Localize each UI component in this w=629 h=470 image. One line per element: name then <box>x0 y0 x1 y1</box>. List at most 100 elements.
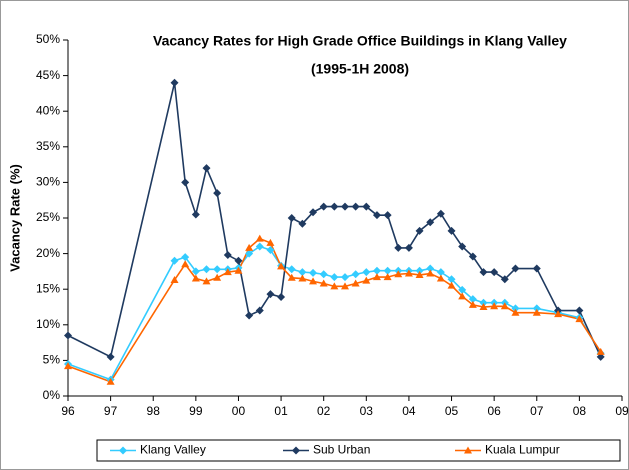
data-point <box>532 264 541 273</box>
data-point <box>298 219 307 228</box>
y-tick-label: 5% <box>43 353 61 367</box>
data-point <box>64 331 72 340</box>
chart-title: Vacancy Rates for High Grade Office Buil… <box>153 33 567 49</box>
legend-label: Klang Valley <box>140 443 206 457</box>
data-point <box>372 211 381 220</box>
chart-subtitle: (1995-1H 2008) <box>311 61 409 77</box>
data-point <box>191 274 200 282</box>
x-tick-label: 96 <box>61 404 75 418</box>
x-tick-label: 04 <box>402 404 416 418</box>
y-tick-label: 45% <box>36 68 60 82</box>
data-point <box>511 304 520 313</box>
data-point <box>287 265 296 274</box>
data-point <box>330 282 339 290</box>
data-point <box>277 262 286 270</box>
data-point <box>362 202 371 211</box>
data-point <box>362 276 371 284</box>
data-point <box>468 252 477 261</box>
data-point <box>415 266 424 275</box>
x-tick-label: 08 <box>573 404 587 418</box>
data-point <box>500 302 509 310</box>
data-point <box>426 264 435 273</box>
legend-box <box>96 439 621 462</box>
data-point <box>436 209 445 218</box>
data-point <box>426 269 435 277</box>
y-axis-title: Vacancy Rate (%) <box>7 164 22 272</box>
x-tick-label: 03 <box>360 404 374 418</box>
data-point <box>479 303 488 310</box>
data-point <box>351 279 360 287</box>
data-point <box>319 202 328 211</box>
data-point <box>202 277 211 285</box>
data-point <box>372 273 381 281</box>
data-point <box>447 281 456 289</box>
x-tick-label: 97 <box>104 404 118 418</box>
data-point <box>170 275 179 283</box>
data-point <box>245 249 254 258</box>
data-point <box>277 293 286 302</box>
x-tick-label: 05 <box>445 404 459 418</box>
data-point <box>309 277 318 285</box>
data-point <box>191 210 200 219</box>
data-point <box>458 242 467 251</box>
data-point <box>255 306 264 315</box>
data-point <box>575 306 584 315</box>
data-point <box>404 243 413 252</box>
y-tick-label: 10% <box>36 317 60 331</box>
data-point <box>309 268 318 277</box>
data-point <box>330 202 339 211</box>
data-point <box>383 211 392 220</box>
y-tick-label: 0% <box>43 388 61 402</box>
data-point <box>554 310 563 318</box>
data-point <box>500 275 509 284</box>
data-point <box>287 273 296 281</box>
data-point <box>287 214 296 222</box>
legend-label: Kuala Lumpur <box>485 443 560 457</box>
data-point <box>468 295 477 304</box>
data-point <box>213 273 222 281</box>
data-point <box>511 308 520 316</box>
data-point <box>490 268 499 277</box>
y-tick-label: 25% <box>36 210 60 224</box>
data-point <box>394 270 403 278</box>
data-point <box>202 164 211 173</box>
data-point <box>266 246 275 255</box>
data-point <box>532 308 541 316</box>
data-point <box>319 279 328 287</box>
data-point <box>458 292 467 300</box>
x-tick-label: 09 <box>615 404 629 418</box>
data-point <box>266 290 275 299</box>
data-point <box>181 253 190 262</box>
y-tick-label: 40% <box>36 103 60 117</box>
data-point <box>255 234 264 242</box>
data-point <box>575 315 584 323</box>
data-point <box>255 242 264 251</box>
x-tick-label: 06 <box>487 404 501 418</box>
data-point <box>532 304 541 313</box>
data-point <box>404 269 413 277</box>
data-point <box>447 226 456 235</box>
y-tick-label: 50% <box>36 32 60 46</box>
y-tick-label: 35% <box>36 139 60 153</box>
data-point <box>181 260 190 268</box>
data-point <box>223 268 232 276</box>
data-point <box>415 270 424 278</box>
data-point <box>351 202 360 211</box>
data-point <box>479 298 488 307</box>
data-point <box>298 274 307 282</box>
data-point <box>319 270 328 279</box>
y-tick-label: 15% <box>36 281 60 295</box>
data-point <box>202 265 211 274</box>
data-point <box>106 377 115 385</box>
data-point <box>383 266 392 275</box>
data-point <box>458 285 467 294</box>
x-tick-label: 98 <box>147 404 161 418</box>
data-point <box>213 265 222 274</box>
legend-label: Sub Urban <box>313 443 370 457</box>
legend-marker <box>292 446 300 455</box>
data-point <box>266 238 275 246</box>
data-point <box>170 256 179 265</box>
